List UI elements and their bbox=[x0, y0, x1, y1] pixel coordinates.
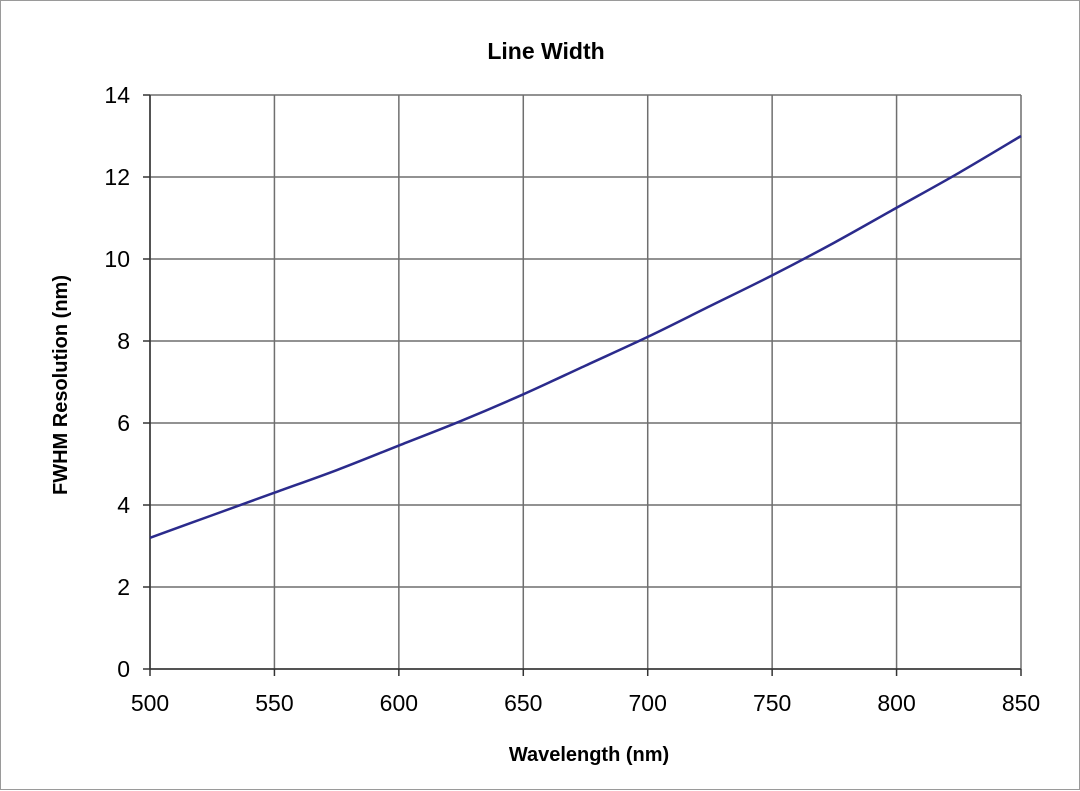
gridlines bbox=[149, 94, 1022, 670]
series-layer bbox=[149, 134, 1022, 539]
x-tick-label: 600 bbox=[380, 690, 418, 716]
x-tick-label: 700 bbox=[629, 690, 667, 716]
y-tick-label: 12 bbox=[104, 164, 130, 190]
y-tick-label: 8 bbox=[117, 328, 130, 354]
y-tick-label: 14 bbox=[104, 82, 130, 108]
chart-title: Line Width bbox=[487, 38, 604, 64]
x-tick-label: 550 bbox=[255, 690, 293, 716]
x-tick-label: 850 bbox=[1002, 690, 1040, 716]
y-tick-label: 6 bbox=[117, 410, 130, 436]
x-axis-title: Wavelength (nm) bbox=[509, 744, 669, 766]
y-axis-title: FWHM Resolution (nm) bbox=[50, 275, 72, 495]
series-line bbox=[149, 134, 1022, 539]
y-tick-label: 0 bbox=[117, 656, 130, 682]
y-tick-label: 2 bbox=[117, 574, 130, 600]
x-tick-label: 750 bbox=[753, 690, 791, 716]
x-tick-label: 650 bbox=[504, 690, 542, 716]
y-tick-label: 10 bbox=[104, 246, 130, 272]
x-tick-label: 800 bbox=[877, 690, 915, 716]
x-tick-label: 500 bbox=[131, 690, 169, 716]
axes bbox=[143, 94, 1022, 676]
y-tick-label: 4 bbox=[117, 492, 130, 518]
tick-labels: 500 550 600 650 700 750 800 850 0 2 4 6 8 10 12 14 bbox=[104, 82, 1040, 716]
